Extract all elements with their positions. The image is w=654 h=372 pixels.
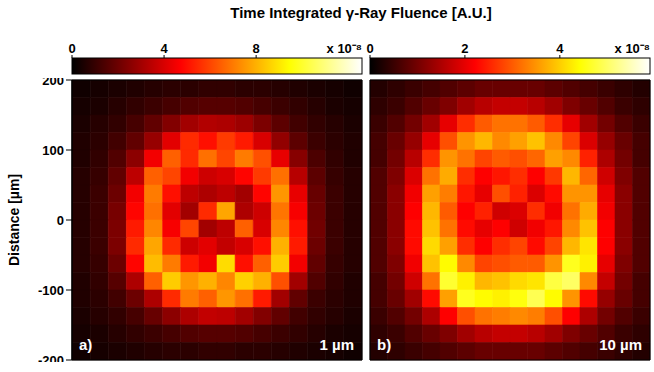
- svg-text:0: 0: [57, 213, 64, 228]
- svg-text:-200: -200: [38, 353, 64, 362]
- svg-text:0: 0: [366, 41, 373, 56]
- svg-text:0: 0: [68, 41, 75, 56]
- svg-text:4: 4: [160, 41, 168, 56]
- html-text:Time Integrated γ-Ray Fluence: Time Integrated γ-Ray Fluence [A.U.]: [230, 4, 492, 21]
- svg-text:x 10⁻⁸: x 10⁻⁸: [327, 41, 362, 56]
- svg-text:Distance [µm]: Distance [µm]: [6, 174, 22, 266]
- html-text:a): a): [79, 336, 93, 353]
- svg-text:200: 200: [42, 78, 64, 88]
- svg-text:2: 2: [461, 41, 468, 56]
- svg-text:100: 100: [42, 143, 64, 158]
- html-text:10 µm: 10 µm: [599, 336, 642, 353]
- svg-text:-100: -100: [38, 283, 64, 298]
- html-text:1 µm: 1 µm: [319, 336, 354, 353]
- svg-text:8: 8: [253, 41, 260, 56]
- html-text:b): b): [377, 336, 392, 353]
- svg-text:x 10⁻⁸: x 10⁻⁸: [615, 41, 650, 56]
- svg-text:4: 4: [556, 41, 564, 56]
